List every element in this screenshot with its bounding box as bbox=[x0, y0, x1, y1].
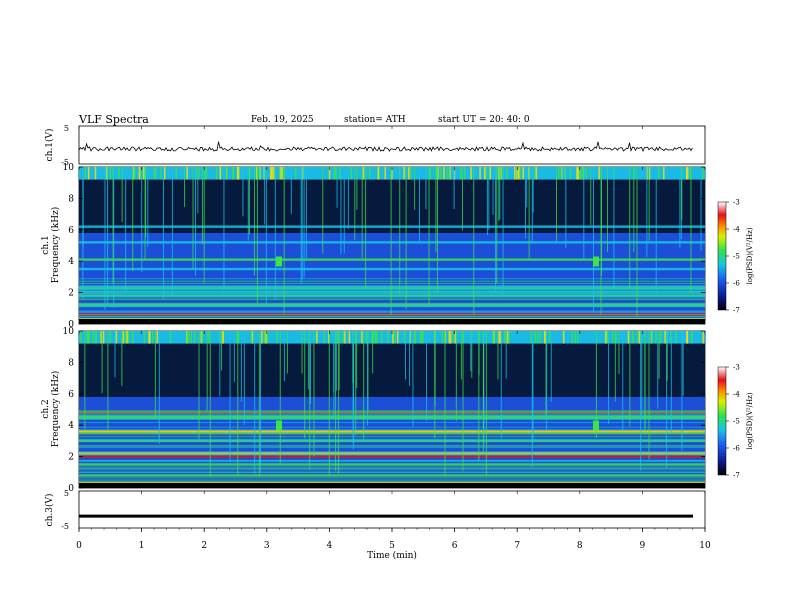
x-tick-label: 7 bbox=[514, 541, 520, 551]
ch3-waveform-panel bbox=[78, 490, 706, 529]
date-label: Feb. 19, 2025 bbox=[251, 115, 314, 125]
y-tick-label: 0 bbox=[68, 484, 74, 494]
chart-title: VLF Spectra bbox=[79, 113, 149, 126]
x-tick-label: 4 bbox=[327, 541, 333, 551]
ch1-channel-label: ch.1 bbox=[41, 235, 51, 254]
ch1-waveform-ylabel: ch.1(V) bbox=[44, 129, 55, 162]
colorbar-tick-label: -6 bbox=[733, 280, 740, 288]
ch2-channel-label: ch.2 bbox=[41, 399, 51, 418]
ch3-waveform-ylabel: ch.3(V) bbox=[44, 494, 55, 527]
colorbar-tick-label: -7 bbox=[733, 307, 740, 315]
ch2-spectrogram-ylabel: ch.2 Frequency (kHz) bbox=[41, 371, 61, 448]
ch1-frequency-label: Frequency (kHz) bbox=[50, 207, 61, 284]
x-tick-label: 2 bbox=[201, 541, 207, 551]
ch1-colorbar: log(PSD)(V²/Hz) bbox=[717, 201, 754, 311]
colorbar-tick-label: -4 bbox=[733, 226, 740, 234]
y-tick-label: -5 bbox=[61, 522, 69, 531]
ch2-colorbar-label: log(PSD)(V²/Hz) bbox=[746, 392, 754, 449]
x-tick-label: 5 bbox=[389, 541, 395, 551]
y-tick-label: 8 bbox=[68, 194, 74, 204]
x-axis-label: Time (min) bbox=[367, 550, 417, 561]
x-tick-label: 0 bbox=[76, 541, 82, 551]
x-tick-label: 9 bbox=[640, 541, 646, 551]
x-tick-label: 8 bbox=[577, 541, 583, 551]
colorbar-tick-label: -7 bbox=[733, 472, 740, 480]
x-tick-label: 3 bbox=[264, 541, 270, 551]
station-label: station= ATH bbox=[344, 115, 406, 125]
colorbar-tick-label: -5 bbox=[733, 253, 740, 261]
axis-ticks: 0 1 2 3 4 5 6 7 8 9 10024681002468105-55-5-3-4-5-6… bbox=[61, 124, 740, 551]
colorbar-tick-label: -3 bbox=[733, 364, 740, 372]
ch1-waveform-panel bbox=[78, 125, 706, 165]
colorbar-tick-label: -3 bbox=[733, 199, 740, 207]
ch2-frequency-label: Frequency (kHz) bbox=[50, 371, 61, 448]
y-tick-label: 4 bbox=[68, 421, 74, 431]
ch1-colorbar-label: log(PSD)(V²/Hz) bbox=[746, 227, 754, 284]
x-tick-label: 1 bbox=[139, 541, 145, 551]
y-tick-label: 5 bbox=[64, 489, 69, 498]
y-tick-label: 4 bbox=[68, 257, 74, 267]
x-tick-label: 10 bbox=[699, 541, 711, 551]
y-tick-label: 2 bbox=[68, 453, 74, 463]
ch1-waveform-line bbox=[78, 141, 693, 153]
y-tick-label: 6 bbox=[68, 226, 74, 236]
y-tick-label: 0 bbox=[68, 320, 74, 330]
y-tick-label: 6 bbox=[68, 390, 74, 400]
colorbar-tick-label: -6 bbox=[733, 445, 740, 453]
y-tick-label: 2 bbox=[68, 289, 74, 299]
y-tick-label: 10 bbox=[63, 327, 75, 337]
ch2-colorbar: log(PSD)(V²/Hz) bbox=[717, 366, 754, 476]
y-tick-label: -5 bbox=[61, 158, 69, 167]
colorbar-tick-label: -4 bbox=[733, 391, 740, 399]
y-tick-label: 5 bbox=[64, 124, 69, 133]
ch1-spectrogram bbox=[79, 167, 705, 325]
y-tick-label: 8 bbox=[68, 358, 74, 368]
colorbar-tick-label: -5 bbox=[733, 418, 740, 426]
x-tick-label: 6 bbox=[452, 541, 458, 551]
ch2-spectrogram bbox=[79, 331, 705, 488]
ch1-spectrogram-ylabel: ch.1 Frequency (kHz) bbox=[41, 207, 61, 284]
start-time-label: start UT = 20: 40: 0 bbox=[438, 115, 530, 125]
y-tick-label: 10 bbox=[63, 163, 75, 173]
